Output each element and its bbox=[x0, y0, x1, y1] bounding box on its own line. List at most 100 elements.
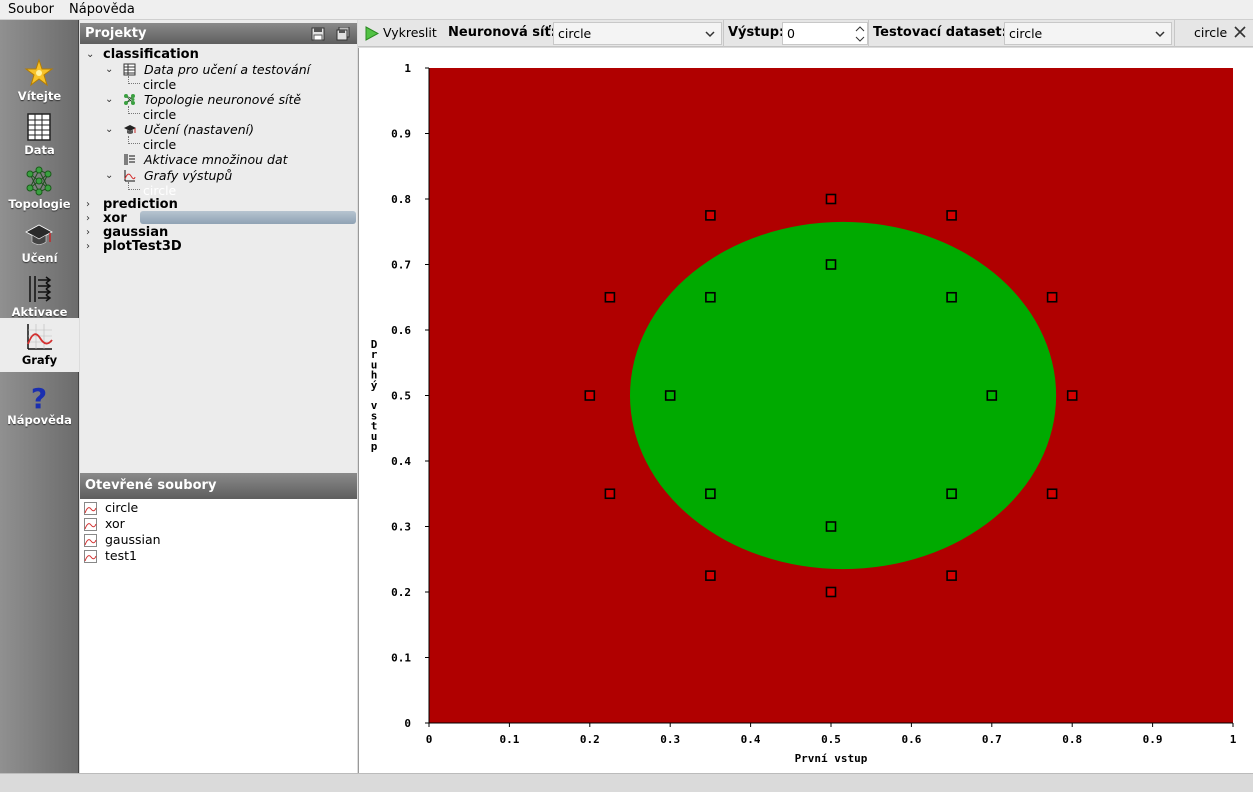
y-tick-label: 0.9 bbox=[391, 128, 411, 141]
collapse-arrow-icon[interactable]: › bbox=[86, 199, 90, 210]
tree-item-charts-circle[interactable]: circle bbox=[143, 183, 177, 198]
data-point-outside bbox=[825, 586, 837, 598]
x-tick-label: 0.2 bbox=[580, 733, 600, 746]
dock-item-help[interactable]: ? Nápověda bbox=[0, 378, 79, 432]
collapse-arrow-icon[interactable]: › bbox=[86, 241, 90, 252]
data-point-outside bbox=[946, 210, 957, 221]
dock-label-data: Data bbox=[24, 143, 55, 157]
close-icon[interactable] bbox=[1234, 26, 1246, 38]
chart-file-icon bbox=[84, 502, 97, 515]
data-point-inside bbox=[705, 291, 716, 303]
dock-item-learning[interactable]: Učení bbox=[0, 216, 79, 270]
network-label: Neuronová síť: bbox=[448, 25, 556, 40]
dataset-label: Testovací dataset: bbox=[873, 25, 1007, 40]
main-dock: Vítejte Data Topologie bbox=[0, 20, 79, 773]
open-files-header: Otevřené soubory bbox=[80, 473, 357, 499]
toolbar-separator bbox=[868, 20, 869, 47]
y-tick-label: 0.5 bbox=[391, 390, 411, 403]
x-axis-label: První vstup bbox=[795, 752, 868, 765]
project-tree: ⌄ classification ⌄ Data pro učení a test… bbox=[80, 46, 357, 471]
x-tick-label: 0.6 bbox=[901, 733, 921, 746]
tree-connector bbox=[128, 106, 140, 114]
network-select[interactable]: circle bbox=[553, 22, 722, 45]
spin-arrows-icon[interactable] bbox=[855, 24, 865, 44]
output-spinbox[interactable]: 0 bbox=[782, 22, 868, 45]
dock-label-learning: Učení bbox=[21, 251, 58, 265]
x-tick-label: 0.1 bbox=[499, 733, 519, 746]
y-tick-label: 1 bbox=[404, 62, 411, 75]
chart-tab-label[interactable]: circle bbox=[1194, 25, 1228, 40]
draw-button[interactable]: Vykreslit bbox=[362, 23, 444, 44]
tree-item-data-circle[interactable]: circle bbox=[143, 77, 177, 92]
chart-area: 0 0.1 0.2 0.3 0.4 0.5 0.6 0.7 0.8 0.9 1 0 0.1 0.2 0.3 0… bbox=[358, 48, 1253, 773]
chart-icon bbox=[124, 170, 136, 182]
tree-connector bbox=[128, 136, 140, 144]
network-icon bbox=[26, 166, 52, 196]
x-tick-label: 0.9 bbox=[1143, 733, 1163, 746]
dock-item-charts[interactable]: Grafy bbox=[0, 318, 79, 372]
expand-arrow-icon[interactable]: ⌄ bbox=[105, 124, 114, 135]
expand-arrow-icon[interactable]: ⌄ bbox=[105, 170, 114, 181]
chevron-down-icon bbox=[705, 31, 715, 38]
dock-label-welcome: Vítejte bbox=[17, 89, 62, 103]
x-tick-label: 0.5 bbox=[821, 733, 841, 746]
dock-item-welcome[interactable]: Vítejte bbox=[0, 54, 79, 108]
data-points bbox=[584, 193, 1078, 598]
status-bar bbox=[0, 773, 1253, 792]
svg-text:?: ? bbox=[31, 382, 47, 412]
activation-icon bbox=[29, 276, 52, 302]
y-tick-label: 0.7 bbox=[391, 259, 411, 272]
data-point-outside bbox=[1046, 488, 1058, 500]
tree-item-topology-circle[interactable]: circle bbox=[143, 107, 177, 122]
dock-label-topology: Topologie bbox=[8, 197, 71, 211]
chart-icon bbox=[27, 324, 53, 350]
menu-bar: Soubor Nápověda bbox=[0, 0, 1253, 20]
tree-item-learning-circle[interactable]: circle bbox=[143, 137, 177, 152]
menu-napoveda[interactable]: Nápověda bbox=[69, 2, 135, 17]
data-point-outside bbox=[1046, 291, 1058, 303]
dock-item-topology[interactable]: Topologie bbox=[0, 162, 79, 216]
expand-arrow-icon[interactable]: ⌄ bbox=[105, 64, 114, 75]
axis-ticks: 0 0.1 0.2 0.3 0.4 0.5 0.6 0.7 0.8 0.9 1 0 0.1 0.2 0.3 0… bbox=[391, 62, 1237, 746]
x-tick-label: 0.8 bbox=[1062, 733, 1082, 746]
decision-region bbox=[630, 221, 1057, 570]
expand-arrow-icon[interactable]: ⌄ bbox=[105, 94, 114, 105]
save-all-icon[interactable] bbox=[336, 27, 350, 41]
dock-label-activation: Aktivace bbox=[11, 305, 68, 319]
data-point-outside bbox=[604, 488, 616, 500]
data-point-outside bbox=[705, 570, 716, 581]
chart-toolbar: Vykreslit Neuronová síť: circle Výstup: … bbox=[358, 20, 1253, 47]
projects-header: Projekty bbox=[80, 23, 357, 44]
y-tick-label: 0.1 bbox=[391, 652, 411, 665]
projects-panel: Projekty ⌄ classification ⌄ Data pro uče… bbox=[80, 20, 357, 473]
output-label: Výstup: bbox=[728, 25, 785, 40]
welcome-star-icon bbox=[24, 58, 54, 87]
data-point-inside bbox=[664, 390, 676, 401]
toolbar-separator bbox=[1174, 20, 1175, 47]
data-point-inside bbox=[825, 259, 837, 270]
x-tick-label: 0.3 bbox=[660, 733, 680, 746]
y-tick-label: 0.8 bbox=[391, 193, 411, 206]
collapse-arrow-icon[interactable]: › bbox=[86, 227, 90, 238]
expand-arrow-icon[interactable]: ⌄ bbox=[86, 49, 95, 60]
data-point-inside bbox=[705, 488, 716, 500]
chart-file-icon bbox=[84, 550, 97, 563]
tree-connector bbox=[128, 182, 140, 190]
dock-item-data[interactable]: Data bbox=[0, 108, 79, 162]
open-files-panel: Otevřené soubory circle xor gaussian tes… bbox=[80, 473, 357, 773]
y-tick-label: 0.6 bbox=[391, 324, 411, 337]
y-tick-label: 0 bbox=[404, 717, 411, 730]
dock-label-help: Nápověda bbox=[7, 413, 72, 427]
toolbar-separator bbox=[723, 20, 724, 47]
save-icon[interactable] bbox=[311, 27, 325, 41]
menu-soubor[interactable]: Soubor bbox=[8, 2, 54, 17]
selected-row-highlight bbox=[140, 211, 356, 224]
y-tick-label: 0.2 bbox=[391, 586, 411, 599]
tree-connector bbox=[128, 76, 140, 84]
dataset-select[interactable]: circle bbox=[1004, 22, 1172, 45]
dock-label-charts: Grafy bbox=[21, 353, 58, 367]
dock-item-activation[interactable]: Aktivace bbox=[0, 270, 79, 324]
chart-file-icon bbox=[84, 518, 97, 531]
graduation-cap-icon bbox=[25, 224, 53, 245]
collapse-arrow-icon[interactable]: › bbox=[86, 213, 90, 224]
